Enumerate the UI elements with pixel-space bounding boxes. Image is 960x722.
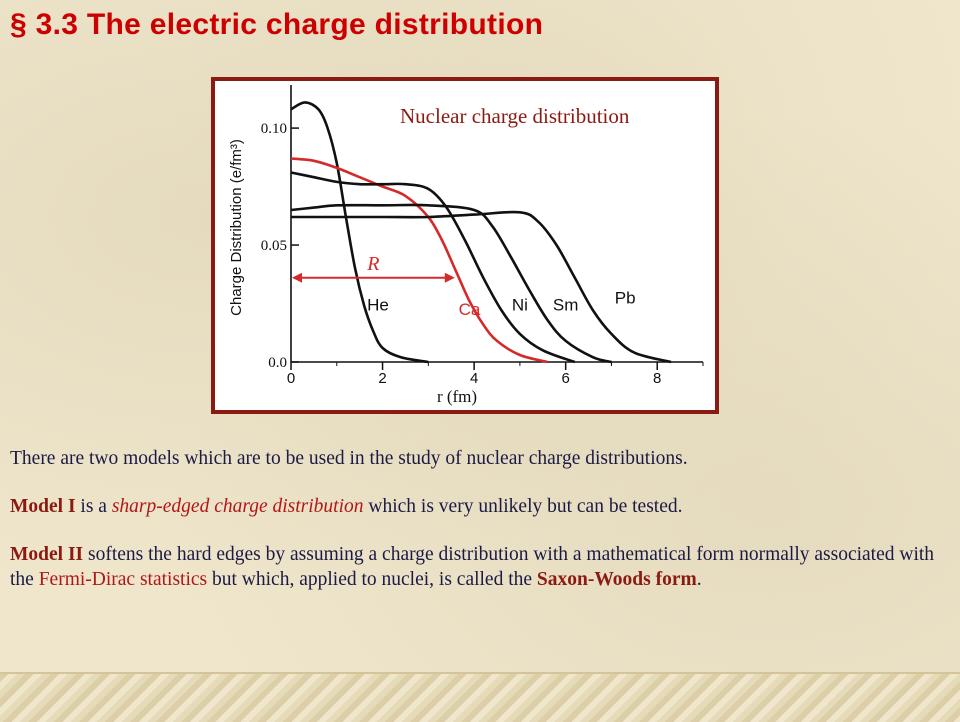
- r-arrow-head-right: [444, 272, 455, 283]
- sharp-edged-term: sharp-edged charge distribution: [111, 496, 364, 517]
- x-axis-label: r (fm): [437, 387, 477, 406]
- r-arrow-head-left: [292, 272, 302, 283]
- saxon-woods-term: Saxon-Woods form: [536, 569, 697, 590]
- paragraph-model-1: Model I is a sharp-edged charge distribu…: [10, 494, 950, 519]
- chart-frame: 0 2 4 6 8 0.0 0.05 0.10 r (fm) Charge Distributio…: [211, 77, 719, 414]
- series-line-ca: [290, 157, 548, 364]
- y-tick-label-0: 0.0: [268, 355, 287, 371]
- body-text: There are two models which are to be use…: [10, 446, 950, 615]
- model-2-text-b: but which, applied to nuclei, is called …: [207, 569, 537, 590]
- series-label-ni: Ni: [512, 296, 528, 315]
- y-axis-label: Charge Distribution (e/fm³): [228, 139, 245, 316]
- model-2-label: Model II: [10, 544, 84, 565]
- model-1-label: Model I: [10, 496, 76, 517]
- model-2-text-c: .: [696, 569, 702, 590]
- x-tick-label-3: 6: [561, 370, 569, 387]
- paragraph-intro: There are two models which are to be use…: [10, 448, 688, 469]
- x-tick-label-4: 8: [653, 370, 661, 387]
- figure-caption: Nuclear charge distribution: [400, 104, 630, 128]
- series-line-ni: [290, 171, 576, 364]
- series-label-pb: Pb: [615, 289, 636, 308]
- slide-title: § 3.3 The electric charge distribution: [10, 8, 544, 41]
- model-2-text-a: softens the hard edges by assuming a cha…: [10, 544, 935, 590]
- series-line-sm: [290, 203, 612, 364]
- x-tick-label-1: 2: [378, 370, 386, 387]
- model-1-text-a: is a: [75, 496, 112, 517]
- x-tick-label-2: 4: [470, 370, 478, 387]
- decorative-border: [0, 672, 960, 722]
- charge-distribution-chart: 0 2 4 6 8 0.0 0.05 0.10 r (fm) Charge Distributio…: [228, 85, 704, 406]
- paragraph-model-2: Model II softens the hard edges by assum…: [10, 542, 950, 592]
- y-tick-label-1: 0.05: [261, 238, 287, 254]
- series-label-ca: Ca: [459, 300, 481, 319]
- series-line-he: [290, 101, 429, 364]
- series-label-sm: Sm: [553, 296, 579, 315]
- series-line-pb: [291, 210, 672, 364]
- r-annotation-label: R: [366, 253, 379, 275]
- y-tick-label-2: 0.10: [261, 121, 287, 137]
- x-tick-label-0: 0: [287, 370, 295, 387]
- fermi-dirac-term: Fermi-Dirac statistics: [38, 569, 208, 590]
- model-1-text-b: which is very unlikely but can be tested…: [363, 496, 683, 517]
- series-label-he: He: [367, 296, 389, 315]
